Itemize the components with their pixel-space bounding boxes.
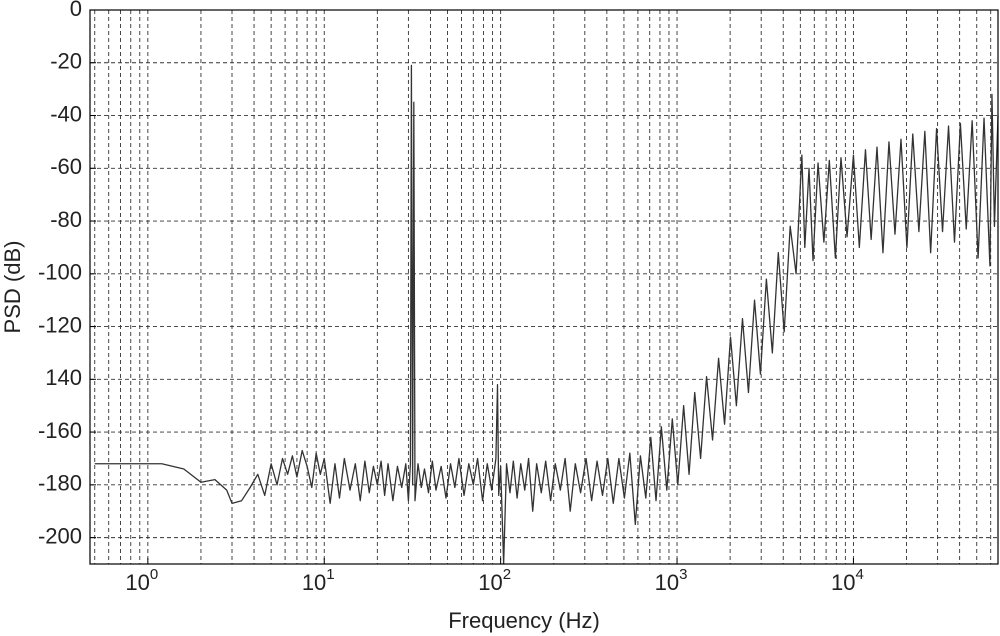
y-tick-label: -180	[38, 471, 82, 496]
y-tick-label: -160	[38, 418, 82, 443]
y-tick-label: 140	[45, 365, 82, 390]
x-tick-exponent: 4	[856, 566, 864, 583]
plot-frame	[89, 9, 999, 565]
y-axis-label: PSD (dB)	[0, 241, 25, 334]
x-tick-label: 103	[655, 566, 688, 595]
x-tick-base: 10	[125, 570, 149, 595]
x-tick-base: 10	[655, 570, 679, 595]
y-tick-label: -60	[50, 154, 82, 179]
x-tick-base: 10	[831, 570, 855, 595]
y-tick-label: -120	[38, 312, 82, 337]
y-tick-label: 0	[70, 0, 82, 21]
y-tick-label: -40	[50, 101, 82, 126]
x-tick-base: 10	[302, 570, 326, 595]
x-tick-exponent: 3	[679, 566, 687, 583]
x-tick-label: 104	[831, 566, 864, 595]
y-tick-label: -80	[50, 207, 82, 232]
x-tick-label: 100	[125, 566, 158, 595]
y-tick-label: -200	[38, 523, 82, 548]
psd-line	[94, 64, 999, 565]
x-tick-label: 101	[302, 566, 335, 595]
x-tick-exponent: 2	[503, 566, 511, 583]
y-tick-label: -100	[38, 260, 82, 285]
y-tick-label: -20	[50, 49, 82, 74]
x-tick-base: 10	[478, 570, 502, 595]
x-axis-label: Frequency (Hz)	[448, 608, 600, 633]
x-tick-exponent: 1	[326, 566, 334, 583]
x-tick-label: 102	[478, 566, 511, 595]
x-tick-exponent: 0	[150, 566, 158, 583]
